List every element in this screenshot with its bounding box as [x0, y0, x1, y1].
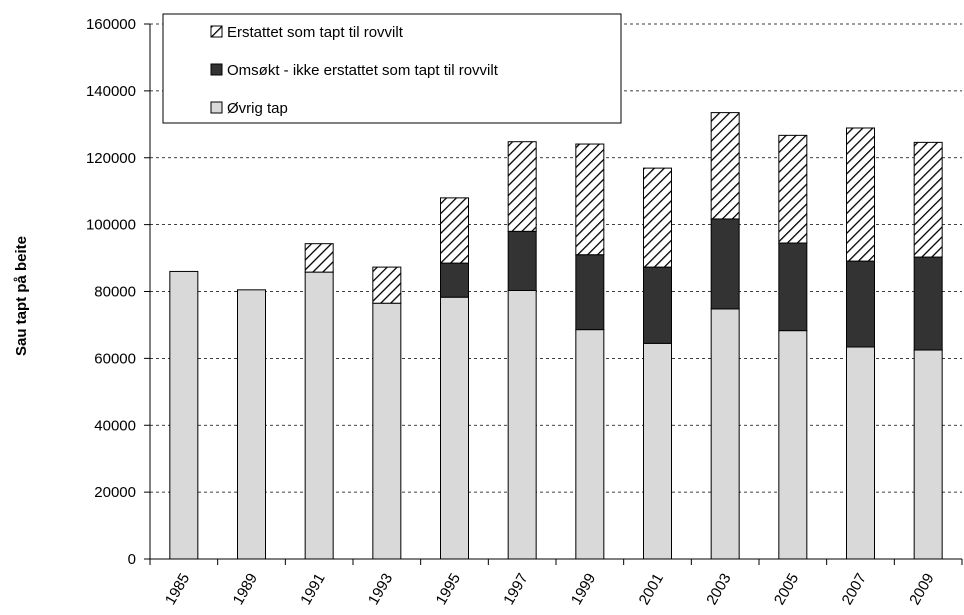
bars-layer [169, 112, 943, 560]
bar-segment-1985-ovrig [169, 270, 199, 560]
y-tick-label: 0 [128, 551, 136, 568]
bar-segment-2003-ovrig [710, 308, 740, 560]
bar-segment-2005-ovrig [778, 330, 808, 560]
bar-segment-1999-omsokt [575, 254, 605, 331]
legend-swatch [210, 25, 223, 38]
y-tick-label: 20000 [94, 484, 136, 501]
legend-box [162, 13, 622, 124]
bar-segment-1991-ovrig [304, 271, 334, 560]
bar-segment-2009-omsokt [913, 256, 943, 351]
bar-segment-1999-erstattet [575, 143, 605, 256]
x-tick-label: 2003 [703, 571, 734, 608]
x-tick-label: 1991 [297, 571, 328, 608]
bar-segment-1997-erstattet [507, 141, 537, 232]
bar-segment-2003-erstattet [710, 112, 740, 220]
bar-segment-2003-omsokt [710, 218, 740, 310]
legend-label: Erstattet som tapt til rovvilt [227, 24, 404, 41]
bar-segment-1993-erstattet [372, 266, 402, 304]
x-tick-labels: 1985 1989 1991 1993 1995 1997 1999 2001 2003 2005… [162, 571, 938, 608]
bar-segment-2005-erstattet [778, 134, 808, 244]
bar-segment-1995-erstattet [440, 197, 469, 264]
x-tick-label: 2001 [636, 571, 667, 608]
bar-segment-2001-erstattet [643, 167, 672, 268]
y-tick-label: 100000 [86, 217, 136, 234]
bar-segment-1995-omsokt [440, 262, 469, 298]
bar-segment-1989-ovrig [237, 289, 266, 560]
y-tick-label: 140000 [86, 83, 136, 100]
y-axis-title: Sau tapt på beite [13, 236, 30, 356]
bar-segment-2007-ovrig [846, 346, 875, 560]
bar-segment-1997-omsokt [507, 230, 537, 291]
legend-swatch [210, 101, 223, 114]
legend-swatch [210, 63, 223, 76]
x-tick-label: 1989 [230, 571, 261, 608]
bar-segment-1997-ovrig [507, 289, 537, 560]
legend-label: Øvrig tap [227, 100, 288, 117]
bar-segment-2009-ovrig [913, 349, 943, 560]
y-tick-label: 40000 [94, 417, 136, 434]
bar-segment-1993-ovrig [372, 302, 402, 560]
y-tick-label: 80000 [94, 284, 136, 301]
legend: Erstattet som tapt til rovvilt Omsøkt - i… [162, 13, 622, 124]
x-tick-label: 2009 [906, 571, 937, 608]
x-tick-label: 1999 [568, 571, 599, 608]
bar-segment-1991-erstattet [304, 243, 334, 273]
bar-segment-1995-ovrig [440, 296, 469, 560]
y-tick-label: 120000 [86, 150, 136, 167]
bar-segment-2007-erstattet [846, 127, 875, 262]
x-tick-label: 1995 [433, 571, 464, 608]
legend-label: Omsøkt - ikke erstattet som tapt til rov… [227, 62, 499, 79]
bar-segment-2007-omsokt [846, 260, 875, 348]
x-tick-label: 1993 [365, 571, 396, 608]
y-tick-label: 160000 [86, 16, 136, 33]
x-tick-label: 2007 [839, 571, 870, 608]
bar-segment-2005-omsokt [778, 242, 808, 332]
x-tick-label: 1985 [162, 571, 193, 608]
bar-segment-2001-omsokt [643, 266, 672, 344]
bar-segment-2009-erstattet [913, 141, 943, 258]
x-tick-label: 1997 [500, 571, 531, 608]
y-tick-label: 60000 [94, 350, 136, 367]
bar-segment-2001-ovrig [643, 342, 672, 560]
bar-segment-1999-ovrig [575, 329, 605, 560]
x-tick-label: 2005 [771, 571, 802, 608]
axis-layer: 0 20000 40000 60000 80000 100000 120000 140000 1… [86, 16, 963, 568]
